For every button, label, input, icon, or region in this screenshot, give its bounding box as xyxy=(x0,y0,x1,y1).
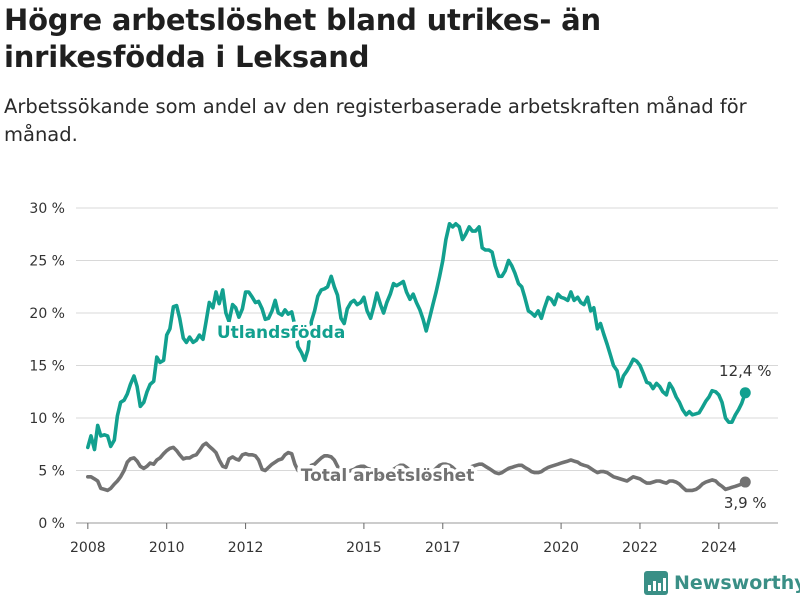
x-tick-label: 2008 xyxy=(70,540,106,556)
chart-title: Högre arbetslöshet bland utrikes- än inr… xyxy=(4,3,601,74)
bar-chart-logo-icon xyxy=(644,571,668,595)
series-line-1 xyxy=(86,441,748,493)
x-tick-label: 2010 xyxy=(149,540,185,556)
brand-logo: Newsworthy xyxy=(644,569,800,597)
grid-lines xyxy=(76,207,778,524)
y-tick-label: 10 % xyxy=(29,411,65,427)
series-lines xyxy=(86,222,751,493)
series-end-point-1 xyxy=(739,476,751,488)
x-tick-label: 2017 xyxy=(425,540,461,556)
y-tick-label: 20 % xyxy=(29,306,65,322)
series-end-value-0: 12,4 % xyxy=(719,362,771,380)
brand-name: Newsworthy xyxy=(674,572,800,594)
y-tick-label: 0 % xyxy=(38,516,65,532)
y-tick-label: 25 % xyxy=(29,254,65,270)
x-tick-label: 2022 xyxy=(622,540,658,556)
y-tick-label: 5 % xyxy=(38,464,65,480)
series-label-halo-0: Utlandsfödda xyxy=(217,323,346,343)
series-line-0 xyxy=(86,222,748,452)
x-tick-label: 2015 xyxy=(346,540,382,556)
x-tick-label: 2012 xyxy=(228,540,264,556)
series-end-point-0 xyxy=(739,387,751,399)
axes: 0 % 5 % 10 % 15 % 20 % 25 % 30 % 2008 2010 2012 20… xyxy=(29,201,736,556)
series-label-0: Utlandsfödda xyxy=(217,323,346,343)
x-tick-label: 2024 xyxy=(701,540,737,556)
chart-subtitle: Arbetssökande som andel av den registerb… xyxy=(4,95,747,146)
series-label-halo-1: Total arbetslöshet xyxy=(301,466,475,486)
y-tick-label: 15 % xyxy=(29,359,65,375)
x-tick-label: 2020 xyxy=(543,540,579,556)
series-end-value-1: 3,9 % xyxy=(724,494,767,512)
y-tick-label: 30 % xyxy=(29,201,65,217)
series-label-1: Total arbetslöshet xyxy=(301,466,475,486)
